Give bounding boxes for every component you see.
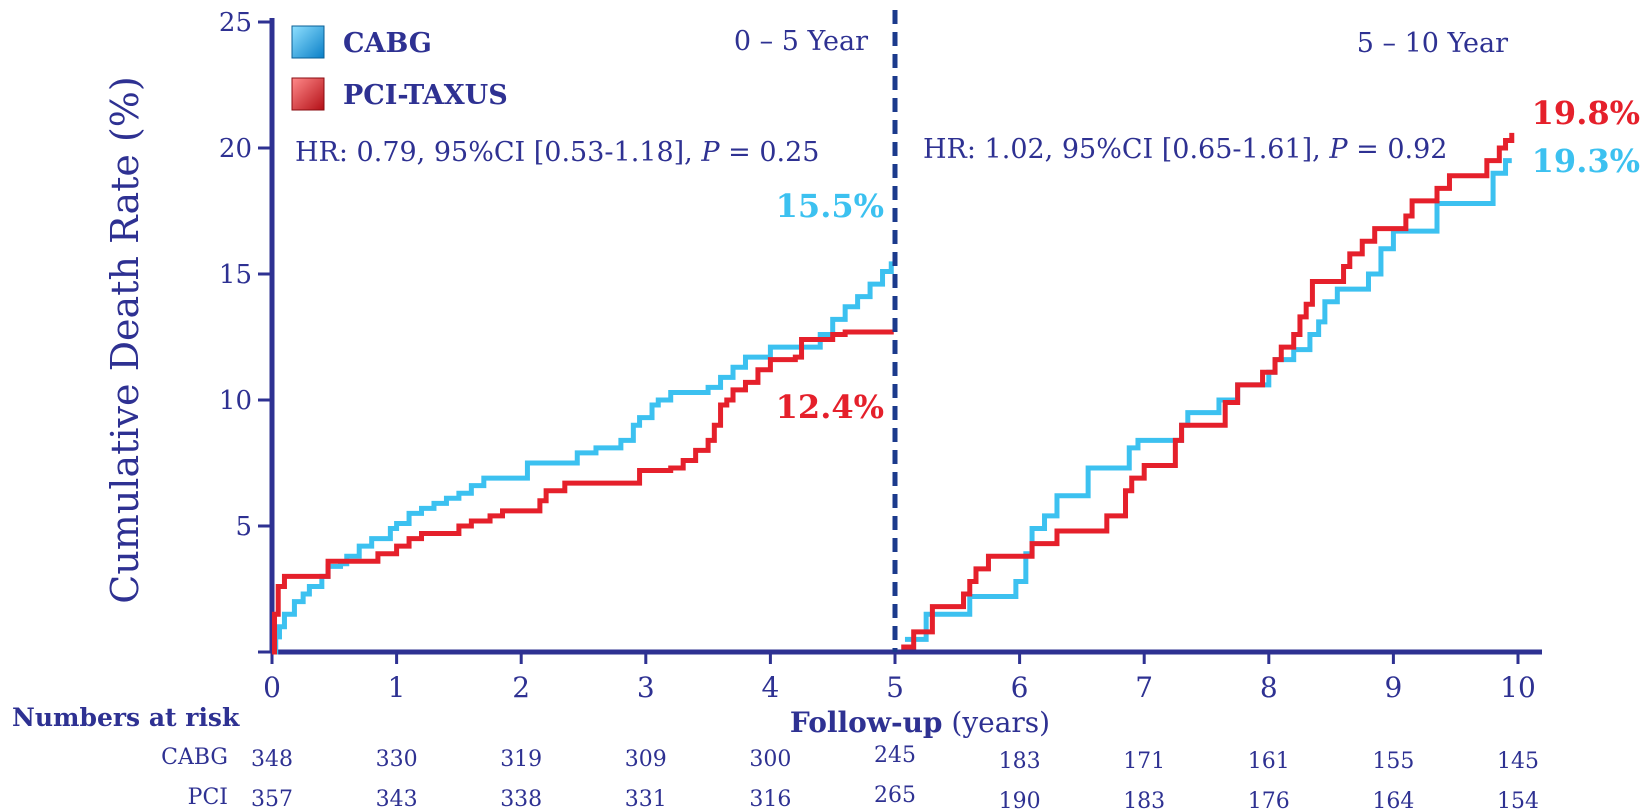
x-tick-label: 4: [761, 671, 779, 704]
y-axis-label: Cumulative Death Rate (%): [103, 76, 147, 604]
series-pci-curve-0: [271, 329, 894, 655]
risk-row-label-cabg: CABG: [161, 745, 228, 770]
x-tick-label: 5: [886, 671, 904, 704]
period-label-0-5: 0 – 5 Year: [734, 26, 868, 57]
risk-value: 343: [376, 787, 418, 812]
risk-value: 316: [749, 787, 791, 812]
x-tick-label: 7: [1135, 671, 1153, 704]
y-tick-label: 10: [219, 386, 252, 416]
risk-value: 309: [625, 747, 667, 772]
risk-value: 319: [500, 747, 542, 772]
risk-value: 300: [749, 747, 791, 772]
x-tick-label: 9: [1384, 671, 1402, 704]
x-tick-label: 2: [512, 671, 530, 704]
risk-value: 338: [500, 787, 542, 812]
hr-annotation-1: HR: 1.02, 95%CI [0.65-1.61], P = 0.92: [923, 134, 1447, 165]
risk-value: 183: [1123, 789, 1165, 812]
x-tick-label: 10: [1500, 671, 1536, 704]
label-cabg-10y: 19.3%: [1532, 142, 1640, 180]
risk-value: 161: [1248, 749, 1290, 774]
risk-table-title: Numbers at risk: [12, 703, 240, 732]
x-axis-label-rest: (years): [943, 706, 1051, 739]
red-bevel-square-icon: [291, 77, 325, 111]
risk-value: 357: [251, 787, 293, 812]
series-pci-curve-1: [901, 132, 1515, 650]
blue-bevel-square-icon: [291, 25, 325, 59]
risk-value: 155: [1372, 749, 1414, 774]
legend-label-cabg: CABG: [343, 28, 432, 59]
risk-value: 164: [1372, 789, 1414, 812]
risk-value: 265: [874, 783, 916, 808]
series-cabg-curve-0: [272, 261, 894, 655]
label-cabg-5y: 15.5%: [776, 187, 884, 225]
label-pci-10y: 19.8%: [1532, 94, 1640, 132]
y-tick-label: 25: [219, 8, 252, 38]
x-axis-label-bold: Follow-up: [790, 706, 943, 739]
y-tick-label: 15: [219, 260, 252, 290]
x-tick-label: 1: [388, 671, 406, 704]
x-tick-label: 0: [263, 671, 281, 704]
y-tick-label: 20: [219, 134, 252, 164]
risk-row-label-pci: PCI: [188, 785, 228, 810]
label-pci-5y: 12.4%: [776, 388, 884, 426]
risk-value: 176: [1248, 789, 1290, 812]
x-axis-label: Follow-up (years): [790, 706, 1050, 739]
series-cabg-curve-1: [904, 158, 1512, 642]
x-tick-label: 6: [1011, 671, 1029, 704]
risk-value: 190: [999, 789, 1041, 812]
risk-value: 171: [1123, 749, 1165, 774]
x-tick-label: 3: [637, 671, 655, 704]
risk-value: 154: [1497, 789, 1539, 812]
legend-label-pci: PCI-TAXUS: [343, 80, 508, 111]
risk-value: 330: [376, 747, 418, 772]
risk-value: 183: [999, 749, 1041, 774]
risk-value: 145: [1497, 749, 1539, 774]
y-tick-label: 5: [235, 512, 252, 542]
x-tick-label: 8: [1260, 671, 1278, 704]
period-label-5-10: 5 – 10 Year: [1357, 28, 1508, 59]
risk-value: 245: [874, 743, 916, 768]
hr-annotation-0: HR: 0.79, 95%CI [0.53-1.18], P = 0.25: [295, 137, 819, 168]
risk-value: 331: [625, 787, 667, 812]
risk-value: 348: [251, 747, 293, 772]
